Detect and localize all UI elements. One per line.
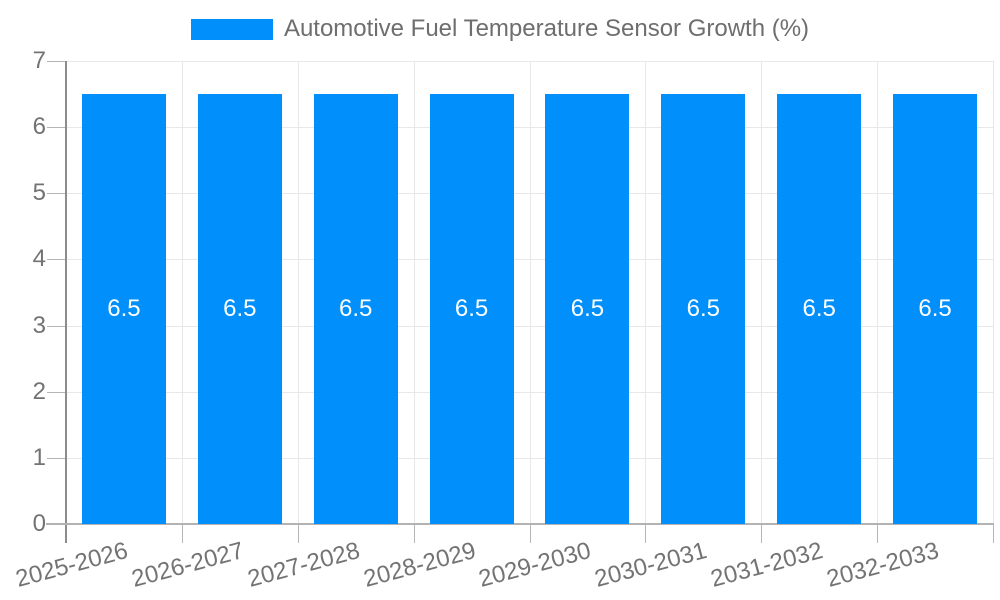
legend-label: Automotive Fuel Temperature Sensor Growt… (283, 15, 810, 42)
bar: 6.5 (197, 94, 282, 524)
y-axis-line (65, 61, 67, 543)
bar: 6.5 (893, 94, 978, 524)
x-axis-tick (761, 524, 763, 543)
y-axis-tick (47, 325, 66, 327)
x-axis-tick (181, 524, 183, 543)
y-axis-label: 0 (32, 510, 46, 537)
y-axis-tick (47, 61, 66, 62)
x-gridline (181, 61, 183, 524)
x-gridline (529, 61, 531, 524)
x-gridline (645, 61, 647, 524)
y-axis-tick (47, 193, 66, 195)
legend-swatch (190, 18, 273, 40)
x-axis-tick (993, 524, 994, 543)
bar-value-label: 6.5 (686, 295, 720, 323)
bar-value-label: 6.5 (107, 295, 141, 323)
bar: 6.5 (777, 94, 862, 524)
bar-value-label: 6.5 (918, 295, 952, 323)
bar: 6.5 (429, 94, 514, 524)
bar-value-label: 6.5 (802, 295, 836, 323)
legend: Automotive Fuel Temperature Sensor Growt… (0, 15, 1000, 43)
x-axis-tick (877, 524, 879, 543)
x-gridline (993, 61, 994, 524)
y-axis-tick (47, 391, 66, 393)
bar: 6.5 (545, 94, 630, 524)
x-axis-tick (529, 524, 531, 543)
bar-value-label: 6.5 (339, 295, 373, 323)
bar: 6.5 (81, 94, 166, 524)
y-axis-label: 4 (32, 245, 46, 273)
y-axis-label: 2 (32, 377, 46, 405)
x-axis-line (46, 523, 994, 525)
x-gridline (761, 61, 763, 524)
x-gridline (877, 61, 879, 524)
y-axis-label: 7 (32, 47, 46, 74)
y-axis-label: 1 (32, 443, 46, 471)
bar: 6.5 (661, 94, 746, 524)
x-axis-tick (645, 524, 647, 543)
x-gridline (297, 61, 299, 524)
x-axis-tick (297, 524, 299, 543)
y-axis-tick (47, 259, 66, 261)
y-axis-label: 3 (32, 311, 46, 339)
y-axis-label: 6 (32, 113, 46, 141)
y-axis-label: 5 (32, 179, 46, 207)
y-axis-tick (47, 457, 66, 459)
bar-value-label: 6.5 (570, 295, 605, 323)
bar: 6.5 (313, 94, 398, 524)
bar-value-label: 6.5 (454, 295, 489, 323)
x-gridline (413, 61, 415, 524)
y-axis-tick (47, 127, 66, 129)
x-axis-tick (413, 524, 415, 543)
bar-value-label: 6.5 (223, 295, 257, 323)
